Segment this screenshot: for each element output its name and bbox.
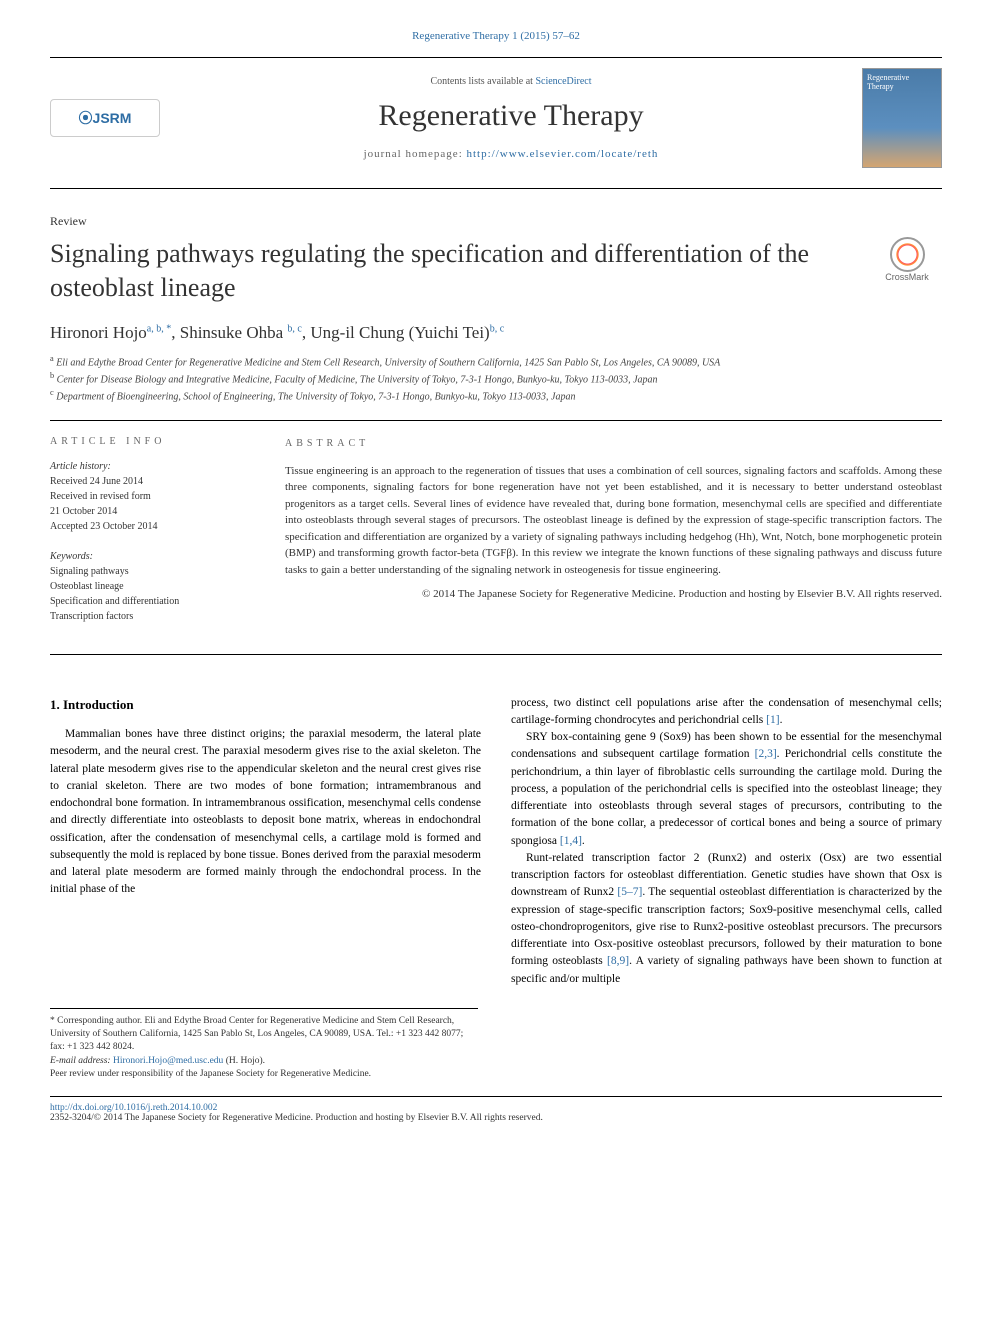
body-column-right: process, two distinct cell populations a… bbox=[511, 695, 942, 988]
author-2: , Shinsuke Ohba bbox=[171, 323, 287, 342]
corresponding-author: * Corresponding author. Eli and Edythe B… bbox=[50, 1015, 478, 1055]
history-head: Article history: bbox=[50, 459, 250, 474]
journal-homepage: journal homepage: http://www.elsevier.co… bbox=[160, 148, 862, 160]
email-line: E-mail address: Hironori.Hojo@med.usc.ed… bbox=[50, 1055, 478, 1068]
ref-link-1[interactable]: [1] bbox=[766, 714, 779, 726]
keyword-4: Transcription factors bbox=[50, 609, 250, 624]
issn-copyright: 2352-3204/© 2014 The Japanese Society fo… bbox=[50, 1113, 942, 1123]
author-list: Hironori Hojoa, b, *, Shinsuke Ohba b, c… bbox=[50, 323, 942, 343]
journal-name: Regenerative Therapy bbox=[160, 99, 862, 133]
abstract-copyright: © 2014 The Japanese Society for Regenera… bbox=[285, 586, 942, 603]
doi-link[interactable]: http://dx.doi.org/10.1016/j.reth.2014.10… bbox=[50, 1103, 217, 1113]
keyword-2: Osteoblast lineage bbox=[50, 579, 250, 594]
author-1-sup: a, b, * bbox=[147, 323, 171, 334]
abstract-text: Tissue engineering is an approach to the… bbox=[285, 463, 942, 579]
abstract-label: ABSTRACT bbox=[285, 436, 942, 451]
crossmark-label: CrossMark bbox=[885, 272, 929, 282]
p2-text-b: . Perichondrial cells constitute the per… bbox=[511, 748, 942, 846]
info-label: ARTICLE INFO bbox=[50, 436, 250, 447]
journal-cover-thumb: Regenerative Therapy bbox=[862, 68, 942, 168]
article-title: Signaling pathways regulating the specif… bbox=[50, 237, 857, 305]
section-heading-intro: 1. Introduction bbox=[50, 695, 481, 715]
crossmark-badge[interactable]: CrossMark bbox=[872, 237, 942, 287]
p2-end: . bbox=[582, 835, 585, 847]
journal-header: ⦿JSRM Contents lists available at Scienc… bbox=[50, 57, 942, 189]
author-3-sup: b, c bbox=[490, 323, 504, 334]
intro-paragraph-1: Mammalian bones have three distinct orig… bbox=[50, 726, 481, 899]
revised-label: Received in revised form bbox=[50, 489, 250, 504]
accepted-date: Accepted 23 October 2014 bbox=[50, 519, 250, 534]
affiliation-b: Center for Disease Biology and Integrati… bbox=[57, 374, 658, 385]
running-head: Regenerative Therapy 1 (2015) 57–62 bbox=[50, 30, 942, 42]
abstract: ABSTRACT Tissue engineering is an approa… bbox=[285, 436, 942, 639]
email-who: (H. Hojo). bbox=[223, 1056, 265, 1066]
email-label: E-mail address: bbox=[50, 1056, 113, 1066]
homepage-link[interactable]: http://www.elsevier.com/locate/reth bbox=[467, 148, 659, 160]
keyword-3: Specification and differentiation bbox=[50, 594, 250, 609]
body-column-left: 1. Introduction Mammalian bones have thr… bbox=[50, 695, 481, 988]
keywords-head: Keywords: bbox=[50, 549, 250, 564]
page-footer: http://dx.doi.org/10.1016/j.reth.2014.10… bbox=[50, 1096, 942, 1123]
homepage-prefix: journal homepage: bbox=[364, 148, 467, 160]
ref-link-1-4[interactable]: [1,4] bbox=[560, 835, 582, 847]
keyword-1: Signaling pathways bbox=[50, 564, 250, 579]
ref-link-8-9[interactable]: [8,9] bbox=[607, 955, 629, 967]
publisher-logo: ⦿JSRM bbox=[50, 99, 160, 137]
footnotes: * Corresponding author. Eli and Edythe B… bbox=[50, 1008, 478, 1081]
crossmark-icon bbox=[890, 237, 925, 272]
article-type: Review bbox=[50, 214, 942, 229]
p1-end: . bbox=[780, 714, 783, 726]
affiliation-a: Eli and Edythe Broad Center for Regenera… bbox=[56, 357, 720, 368]
intro-paragraph-1-cont: process, two distinct cell populations a… bbox=[511, 695, 942, 730]
affiliation-c: Department of Bioengineering, School of … bbox=[56, 392, 575, 403]
intro-paragraph-3: Runt-related transcription factor 2 (Run… bbox=[511, 850, 942, 988]
author-2-sup: b, c bbox=[287, 323, 301, 334]
article-info: ARTICLE INFO Article history: Received 2… bbox=[50, 436, 250, 639]
author-3: , Ung-il Chung (Yuichi Tei) bbox=[302, 323, 490, 342]
revised-date: 21 October 2014 bbox=[50, 504, 250, 519]
contents-available: Contents lists available at ScienceDirec… bbox=[160, 76, 862, 87]
intro-paragraph-2: SRY box-containing gene 9 (Sox9) has bee… bbox=[511, 729, 942, 850]
sciencedirect-link[interactable]: ScienceDirect bbox=[535, 76, 591, 87]
peer-review-note: Peer review under responsibility of the … bbox=[50, 1068, 478, 1081]
keywords: Keywords: Signaling pathways Osteoblast … bbox=[50, 549, 250, 624]
affiliations: a Eli and Edythe Broad Center for Regene… bbox=[50, 353, 942, 405]
p1-text: process, two distinct cell populations a… bbox=[511, 697, 942, 726]
article-body: 1. Introduction Mammalian bones have thr… bbox=[50, 695, 942, 988]
contents-prefix: Contents lists available at bbox=[430, 76, 535, 87]
ref-link-5-7[interactable]: [5–7] bbox=[617, 886, 642, 898]
article-history: Article history: Received 24 June 2014 R… bbox=[50, 459, 250, 534]
author-1: Hironori Hojo bbox=[50, 323, 147, 342]
ref-link-2-3[interactable]: [2,3] bbox=[755, 748, 777, 760]
received-date: Received 24 June 2014 bbox=[50, 474, 250, 489]
email-link[interactable]: Hironori.Hojo@med.usc.edu bbox=[113, 1056, 223, 1066]
